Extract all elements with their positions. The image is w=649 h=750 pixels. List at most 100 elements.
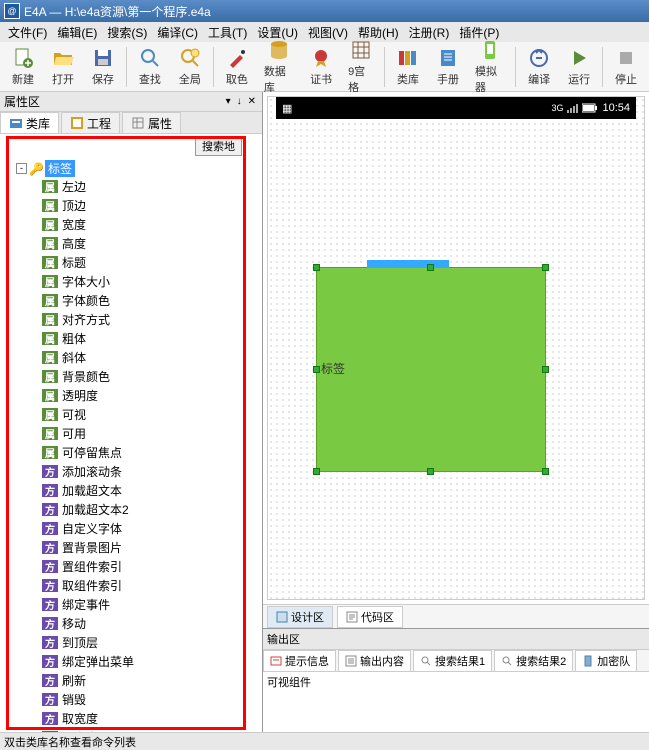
panel-tab-1[interactable]: 工程	[61, 112, 120, 133]
tool-save[interactable]: 保存	[84, 45, 122, 89]
output-tab-1[interactable]: 输出内容	[338, 650, 411, 672]
method-icon: 方	[42, 636, 58, 649]
tool-color[interactable]: 取色	[218, 45, 256, 89]
tool-open[interactable]: 打开	[44, 45, 82, 89]
resize-handle-se[interactable]	[542, 468, 549, 475]
tree-item[interactable]: 方到顶层	[16, 633, 258, 652]
tree-item-label: 取组件索引	[62, 577, 122, 594]
tree-item[interactable]: 属字体大小	[16, 272, 258, 291]
tool-run[interactable]: 运行	[560, 45, 598, 89]
tool-global[interactable]: 全局	[171, 45, 209, 89]
tree-item[interactable]: 属左边	[16, 177, 258, 196]
tool-stop[interactable]: 停止	[607, 45, 645, 89]
tab-icon	[345, 655, 357, 667]
tree-item[interactable]: 方绑定事件	[16, 595, 258, 614]
tree-item-label: 背景颜色	[62, 368, 110, 385]
tree-item[interactable]: 属粗体	[16, 329, 258, 348]
tree-item-label: 透明度	[62, 387, 98, 404]
panel-pin-icon[interactable]: ↓	[235, 96, 244, 107]
property-icon: 属	[42, 275, 58, 288]
panel-tab-0[interactable]: 类库	[0, 112, 59, 133]
tree-item[interactable]: 属可用	[16, 424, 258, 443]
output-tab-0[interactable]: 提示信息	[263, 650, 336, 672]
property-icon: 属	[42, 332, 58, 345]
menu-item[interactable]: 编辑(E)	[53, 22, 101, 43]
panel-close-icon[interactable]: ✕	[246, 96, 258, 107]
designer-tab-0[interactable]: 设计区	[267, 606, 333, 628]
output-tab-4[interactable]: 加密队	[575, 650, 637, 672]
resize-handle-e[interactable]	[542, 366, 549, 373]
tree-item[interactable]: 属透明度	[16, 386, 258, 405]
app-icon: @	[4, 3, 20, 19]
tree-item[interactable]: 属背景颜色	[16, 367, 258, 386]
emu-icon	[479, 39, 501, 61]
tool-compile[interactable]: 编译	[520, 45, 558, 89]
menu-item[interactable]: 文件(F)	[4, 22, 51, 43]
tree-item-label: 绑定弹出菜单	[62, 653, 134, 670]
tree-item[interactable]: 属标题	[16, 253, 258, 272]
menu-item[interactable]: 注册(R)	[405, 22, 454, 43]
network-icon: 3G	[551, 103, 563, 113]
resize-handle-ne[interactable]	[542, 264, 549, 271]
label-widget[interactable]: 标签	[316, 267, 546, 472]
tree-item[interactable]: 方加载超文本2	[16, 500, 258, 519]
stop-icon	[615, 47, 637, 69]
tab-icon	[131, 116, 145, 130]
designer-canvas[interactable]: ▦ 3G 10:54	[267, 96, 645, 600]
resize-handle-n[interactable]	[427, 264, 434, 271]
tree-item[interactable]: 方刷新	[16, 671, 258, 690]
tree-item[interactable]: 方自定义字体	[16, 519, 258, 538]
tree-item[interactable]: 方添加滚动条	[16, 462, 258, 481]
widget-topbar	[367, 260, 449, 268]
tree-item[interactable]: 属对齐方式	[16, 310, 258, 329]
tree-item[interactable]: 属顶边	[16, 196, 258, 215]
tree-item[interactable]: 属可视	[16, 405, 258, 424]
tree-item[interactable]: 方取宽度	[16, 709, 258, 728]
resize-handle-w[interactable]	[313, 366, 320, 373]
tab-label: 搜索结果2	[516, 653, 566, 669]
tree-item[interactable]: 方移动	[16, 614, 258, 633]
resize-handle-nw[interactable]	[313, 264, 320, 271]
tree-item-label: 添加滚动条	[62, 463, 122, 480]
tree-item-label: 取宽度	[62, 710, 98, 727]
tool-db[interactable]: 数据库	[258, 37, 300, 97]
panel-tabs: 类库工程 属性	[0, 112, 262, 134]
tree-item[interactable]: 方置组件索引	[16, 557, 258, 576]
tree-item[interactable]: 属可停留焦点	[16, 443, 258, 462]
search-button[interactable]: 搜索地	[195, 136, 242, 156]
tree-item[interactable]: 方置背景图片	[16, 538, 258, 557]
tree-item[interactable]: 方加载超文本	[16, 481, 258, 500]
tab-label: 属性	[148, 115, 172, 132]
tool-manual[interactable]: 手册	[429, 45, 467, 89]
tool-emu[interactable]: 模拟器	[469, 37, 511, 97]
tree-item[interactable]: 属宽度	[16, 215, 258, 234]
tool-grid[interactable]: 9宫格	[342, 37, 380, 97]
tree-item[interactable]: 属斜体	[16, 348, 258, 367]
tree-item-label: 粗体	[62, 330, 86, 347]
menu-item[interactable]: 工具(T)	[204, 22, 251, 43]
tree-item[interactable]: 方销毁	[16, 690, 258, 709]
tree-item[interactable]: 方取组件索引	[16, 576, 258, 595]
tree-item-label: 斜体	[62, 349, 86, 366]
run-icon	[568, 47, 590, 69]
tree-item[interactable]: 属高度	[16, 234, 258, 253]
tool-lib[interactable]: 类库	[389, 45, 427, 89]
panel-tab-2[interactable]: 属性	[122, 112, 181, 133]
menu-item[interactable]: 搜索(S)	[103, 22, 151, 43]
tool-cert[interactable]: 证书	[302, 45, 340, 89]
designer-tab-1[interactable]: 代码区	[337, 606, 403, 628]
output-tab-3[interactable]: 搜索结果2	[494, 650, 573, 672]
panel-dropdown-icon[interactable]: ▾	[224, 96, 233, 107]
expand-icon[interactable]: -	[16, 163, 27, 174]
output-tab-2[interactable]: 搜索结果1	[413, 650, 492, 672]
tree-item[interactable]: 方绑定弹出菜单	[16, 652, 258, 671]
resize-handle-s[interactable]	[427, 468, 434, 475]
tree-item[interactable]: 属字体颜色	[16, 291, 258, 310]
tool-new[interactable]: 新建	[4, 45, 42, 89]
resize-handle-sw[interactable]	[313, 468, 320, 475]
tree-root[interactable]: - 🔑 标签	[16, 160, 258, 177]
tree-item[interactable]: 方取高度	[16, 728, 258, 732]
menu-item[interactable]: 编译(C)	[153, 22, 202, 43]
tool-label: 新建	[12, 71, 34, 87]
tool-search[interactable]: 查找	[131, 45, 169, 89]
